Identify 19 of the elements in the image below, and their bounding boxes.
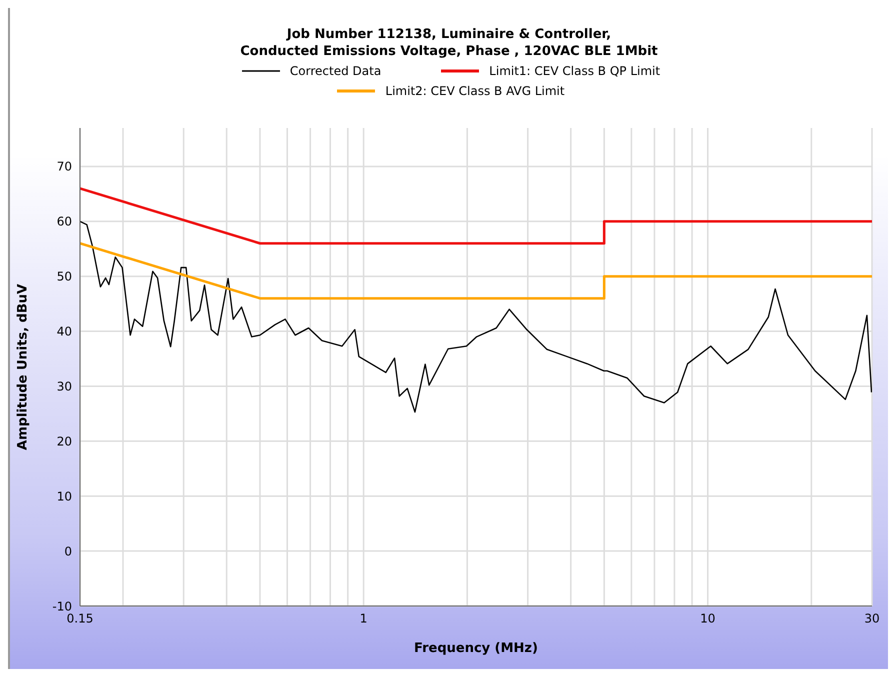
y-tick-label: 0: [64, 544, 72, 558]
chart-title: Job Number 112138, Luminaire & Controller, Conducted Emissions Voltage, Phase , 120VAC BLE 1Mbit: [239, 26, 659, 60]
legend-label: Corrected Data: [290, 64, 382, 78]
y-tick-label: 70: [56, 160, 72, 174]
x-tick-label: 30: [864, 612, 880, 626]
x-tick-label: 1: [360, 612, 368, 626]
y-tick-label: -10: [52, 599, 72, 614]
x-axis-title: Frequency (MHz): [414, 641, 538, 656]
y-tick-label: 60: [56, 214, 72, 229]
x-tick-label: 0.15: [66, 612, 94, 626]
y-tick-label: 30: [56, 379, 72, 394]
legend-label: Limit1: CEV Class B QP Limit: [489, 64, 660, 78]
y-tick-label: 10: [56, 489, 72, 504]
y-tick-label: 50: [56, 270, 72, 284]
y-tick-label: 40: [56, 324, 72, 339]
x-tick-label: 10: [700, 612, 716, 626]
y-axis-title: Amplitude Units, dBuV: [16, 284, 31, 450]
y-tick-label: 20: [56, 434, 72, 448]
legend-label: Limit2: CEV Class B AVG Limit: [385, 84, 565, 98]
